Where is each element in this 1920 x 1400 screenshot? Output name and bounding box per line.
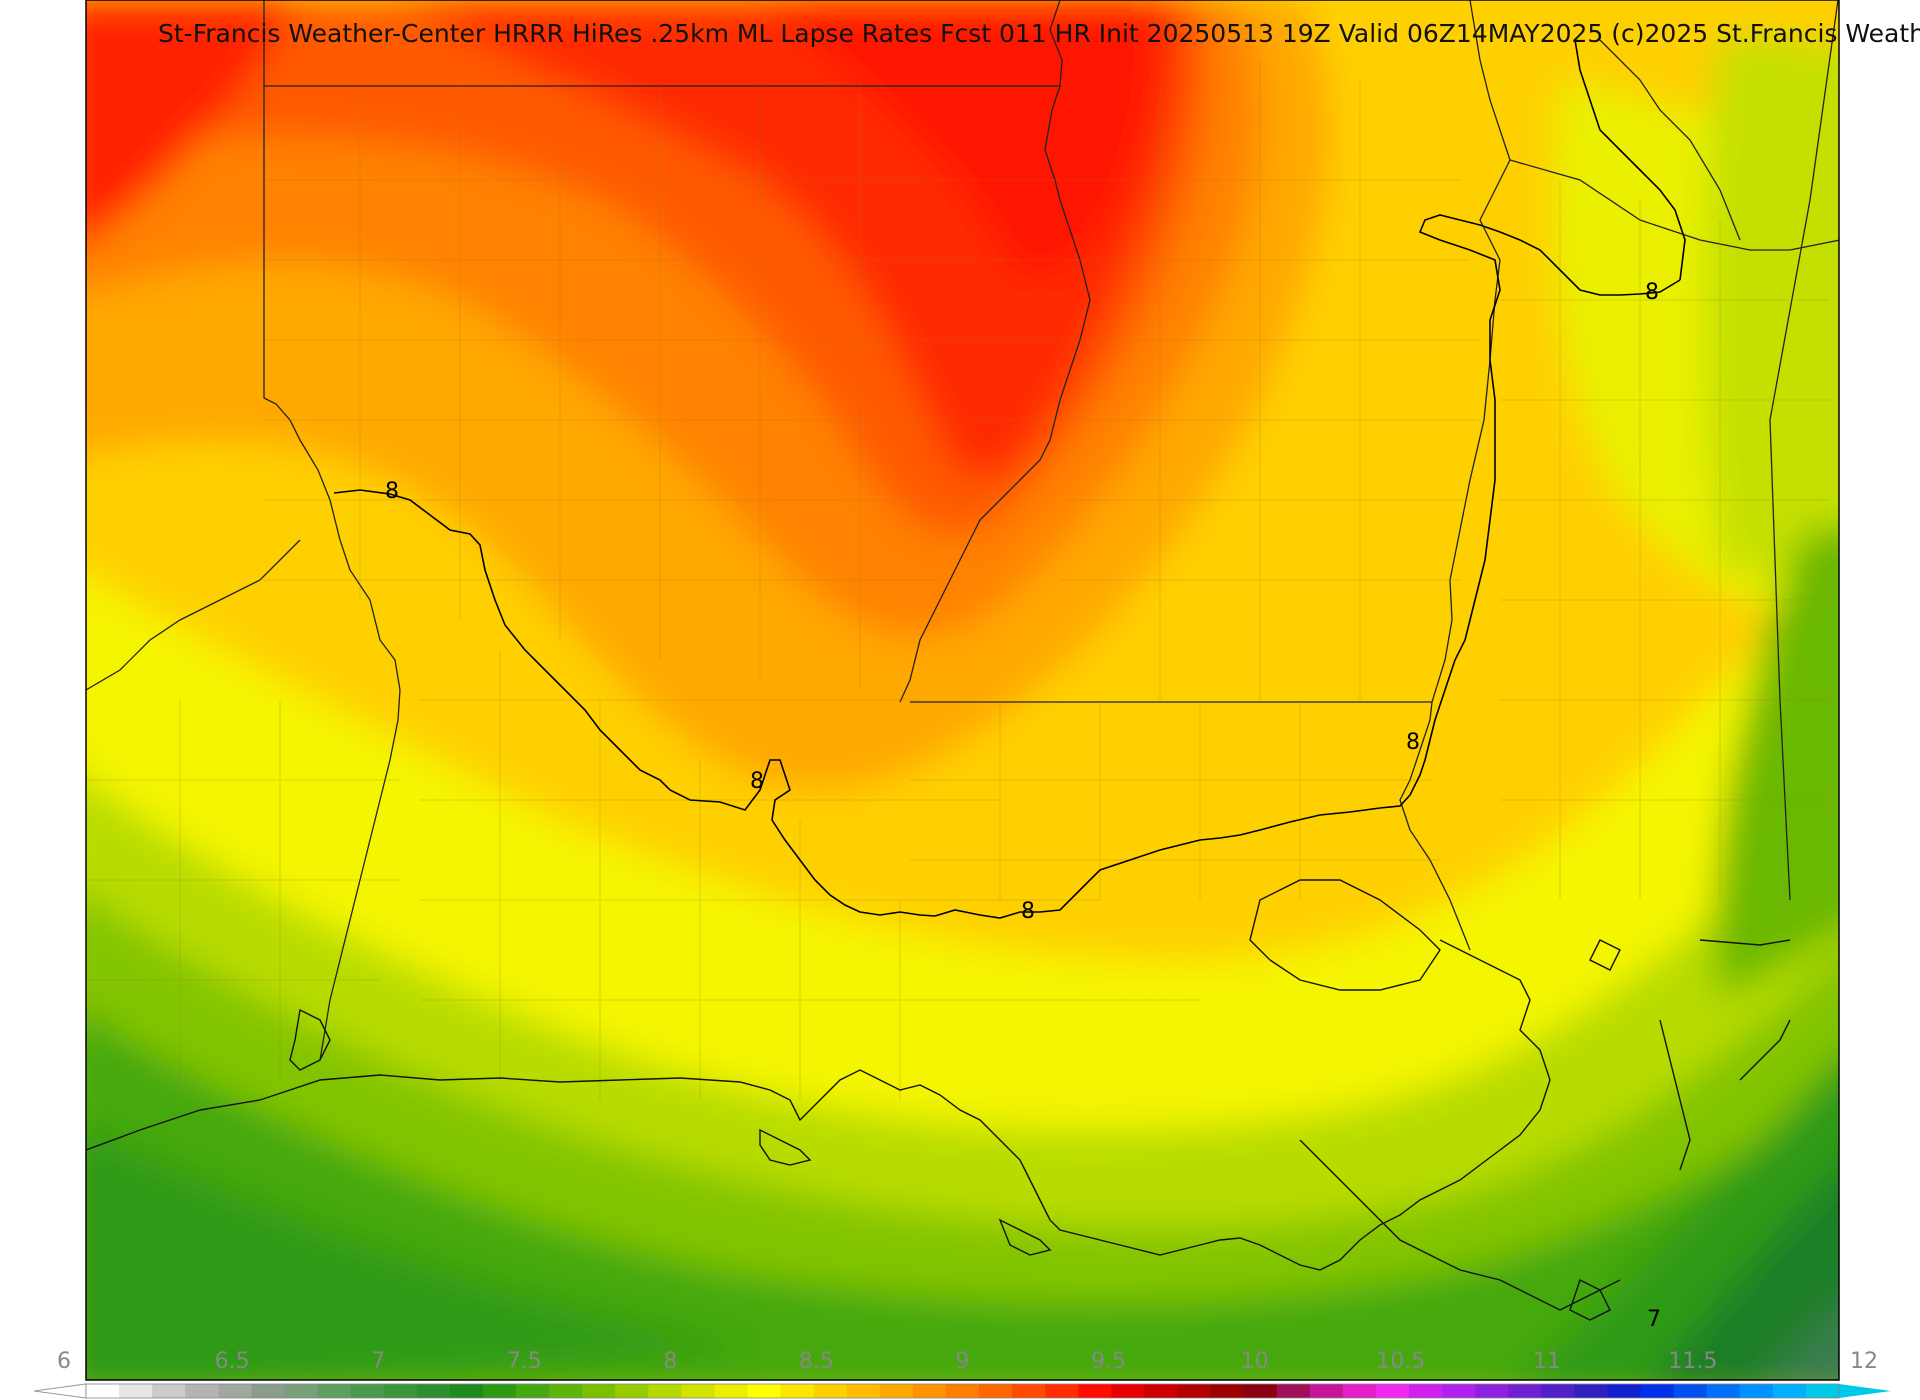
colorbar-swatch — [1243, 1384, 1278, 1398]
colorbar-tick-label: 9.5 — [1091, 1349, 1126, 1374]
colorbar-swatch — [1541, 1384, 1575, 1398]
colorbar-swatch — [615, 1384, 649, 1398]
colorbar-swatch — [218, 1384, 252, 1398]
colorbar-swatch — [846, 1384, 881, 1398]
colorbar-swatch — [681, 1384, 716, 1398]
colorbar-tick-label: 6 — [57, 1349, 71, 1374]
map-title: St-Francis Weather-Center HRRR HiRes .25… — [158, 19, 1920, 48]
colorbar-swatch — [1442, 1384, 1476, 1398]
colorbar-tick-label: 8 — [663, 1349, 677, 1374]
colorbar-swatch — [1078, 1384, 1112, 1398]
colorbar-swatch — [152, 1384, 186, 1398]
colorbar-swatch — [582, 1384, 616, 1398]
contour-label: 8 — [1645, 280, 1659, 305]
colorbar-swatch — [1805, 1384, 1840, 1398]
colorbar-swatch — [1210, 1384, 1245, 1398]
colorbar-tick-label: 11.5 — [1668, 1349, 1717, 1374]
colorbar-tick-label: 11 — [1533, 1349, 1561, 1374]
colorbar-swatch — [714, 1384, 749, 1398]
colorbar-swatch — [119, 1384, 153, 1398]
colorbar-swatch — [251, 1384, 286, 1398]
colorbar-swatch — [1475, 1384, 1509, 1398]
contour-label: 8 — [385, 479, 399, 504]
colorbar-tick-label: 10.5 — [1376, 1349, 1425, 1374]
colorbar-swatch — [1772, 1384, 1807, 1398]
colorbar-tick-label: 7 — [371, 1349, 385, 1374]
colorbar-swatch — [1144, 1384, 1179, 1398]
colorbar-tick-label: 10 — [1241, 1349, 1269, 1374]
colorbar-outline — [85, 1383, 1840, 1399]
colorbar-swatch — [1276, 1384, 1311, 1398]
lapse-rate-field — [86, 0, 1839, 1380]
colorbar-swatch — [482, 1384, 517, 1398]
colorbar-swatch — [449, 1384, 484, 1398]
contour-label: 8 — [1406, 730, 1420, 755]
colorbar-swatch — [813, 1384, 848, 1398]
contour-8 — [333, 39, 1686, 919]
colorbar — [33, 1383, 1891, 1399]
colorbar-max-arrow — [1839, 1384, 1891, 1398]
colorbar-tick-label: 12 — [1850, 1349, 1878, 1374]
colorbar-swatch — [416, 1384, 451, 1398]
colorbar-swatch — [383, 1384, 418, 1398]
colorbar-swatch — [350, 1384, 385, 1398]
colorbar-swatch — [747, 1384, 782, 1398]
colorbar-min-arrow — [33, 1383, 87, 1399]
colorbar-swatch — [1706, 1384, 1741, 1398]
colorbar-swatch — [1607, 1384, 1642, 1398]
colorbar-swatch — [284, 1384, 319, 1398]
colorbar-swatch — [1309, 1384, 1344, 1398]
colorbar-tick-label: 9 — [956, 1349, 970, 1374]
colorbar-tick-label: 7.5 — [507, 1349, 542, 1374]
colorbar-swatch — [1640, 1384, 1675, 1398]
colorbar-swatch — [1342, 1384, 1377, 1398]
contour-label: 7 — [1647, 1307, 1661, 1332]
colorbar-swatch — [1508, 1384, 1542, 1398]
contour-label: 8 — [1021, 899, 1035, 924]
colorbar-swatch — [317, 1384, 352, 1398]
colorbar-swatch — [1375, 1384, 1410, 1398]
colorbar-swatch — [648, 1384, 682, 1398]
contour-label: 8 — [750, 769, 764, 794]
colorbar-ticks: 6 6.5 7 7.5 8 8.5 9 9.5 10 10.5 11 11.5 12 — [57, 1349, 1878, 1374]
colorbar-swatch — [1739, 1384, 1774, 1398]
colorbar-swatch — [780, 1384, 815, 1398]
colorbar-tick-label: 8.5 — [799, 1349, 834, 1374]
colorbar-swatch — [185, 1384, 219, 1398]
colorbar-swatch — [1409, 1384, 1443, 1398]
colorbar-swatch — [1177, 1384, 1212, 1398]
colorbar-swatch — [1111, 1384, 1146, 1398]
colorbar-swatch — [1574, 1384, 1609, 1398]
map-frame — [85, 0, 1840, 1381]
colorbar-swatch — [912, 1384, 947, 1398]
colorbar-swatch — [515, 1384, 550, 1398]
state-borders — [86, 0, 1839, 1061]
coastline — [86, 879, 1791, 1321]
colorbar-swatch — [549, 1384, 583, 1398]
colorbar-swatch — [945, 1384, 980, 1398]
colorbar-swatch — [979, 1384, 1013, 1398]
colorbar-swatch — [1673, 1384, 1708, 1398]
colorbar-swatch — [86, 1384, 120, 1398]
contour-labels: 8 8 8 8 8 7 — [385, 280, 1661, 1332]
colorbar-swatch — [879, 1384, 914, 1398]
county-lines — [86, 60, 1830, 1100]
colorbar-tick-label: 6.5 — [215, 1349, 250, 1374]
colorbar-swatch — [1012, 1384, 1046, 1398]
colorbar-swatch — [1045, 1384, 1079, 1398]
